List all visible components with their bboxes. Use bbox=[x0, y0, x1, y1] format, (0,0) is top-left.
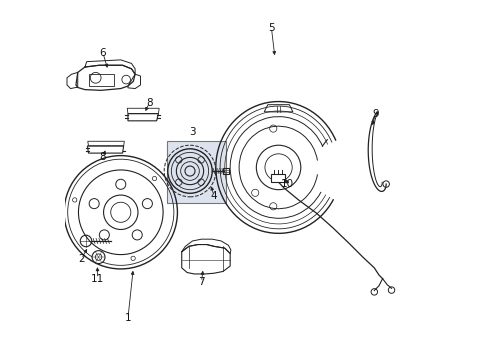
Text: 5: 5 bbox=[267, 23, 274, 33]
Text: 4: 4 bbox=[210, 191, 217, 201]
Bar bbox=[271, 174, 285, 182]
Text: 8: 8 bbox=[100, 152, 106, 162]
Text: 3: 3 bbox=[189, 127, 195, 136]
Text: 7: 7 bbox=[198, 277, 204, 287]
Bar bbox=[166, 140, 225, 203]
Text: 8: 8 bbox=[146, 98, 152, 108]
Circle shape bbox=[92, 251, 105, 264]
Text: 10: 10 bbox=[281, 179, 293, 189]
Text: 9: 9 bbox=[371, 109, 378, 119]
Text: 2: 2 bbox=[78, 254, 84, 264]
Bar bbox=[88, 74, 113, 86]
Text: 11: 11 bbox=[91, 274, 104, 284]
Text: 1: 1 bbox=[124, 313, 131, 323]
Text: 6: 6 bbox=[100, 48, 106, 58]
